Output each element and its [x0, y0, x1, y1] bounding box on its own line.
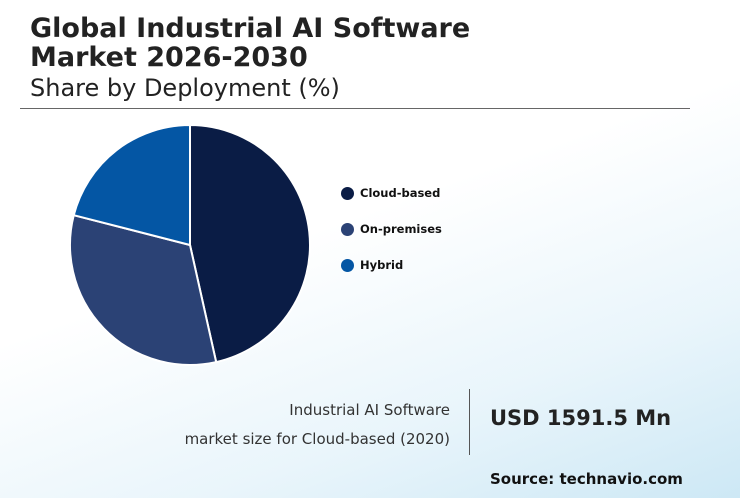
- legend-label: Hybrid: [360, 258, 404, 272]
- chart-title: Global Industrial AI Software Market 202…: [30, 14, 550, 72]
- stat-description-line1: Industrial AI Software: [289, 401, 450, 419]
- legend-label: On-premises: [360, 222, 442, 236]
- legend-swatch: [341, 222, 354, 236]
- chart-subtitle: Share by Deployment (%): [30, 74, 340, 102]
- stat-description-line2: market size for Cloud-based (2020): [184, 430, 450, 448]
- pie-slice-hybrid: [72, 123, 191, 247]
- header-divider: [20, 108, 690, 109]
- pie-slice-on-premises: [69, 213, 218, 366]
- stat-value: USD 1591.5 Mn: [490, 406, 672, 430]
- legend-item: Hybrid: [341, 247, 442, 283]
- pie-slice-cloud-based: [189, 123, 311, 364]
- legend-label: Cloud-based: [360, 186, 441, 200]
- legend-item: Cloud-based: [341, 175, 442, 211]
- stat-description: Industrial AI Software market size for C…: [185, 396, 450, 454]
- chart-legend: Cloud-based On-premises Hybrid: [341, 175, 442, 283]
- chart-title-line1: Global Industrial AI Software: [30, 13, 471, 44]
- stat-divider: [469, 389, 470, 455]
- legend-swatch: [341, 258, 354, 272]
- chart-title-line2: Market 2026-2030: [30, 42, 308, 73]
- legend-item: On-premises: [341, 211, 442, 247]
- source-credit: Source: technavio.com: [490, 470, 683, 488]
- legend-swatch: [341, 186, 354, 200]
